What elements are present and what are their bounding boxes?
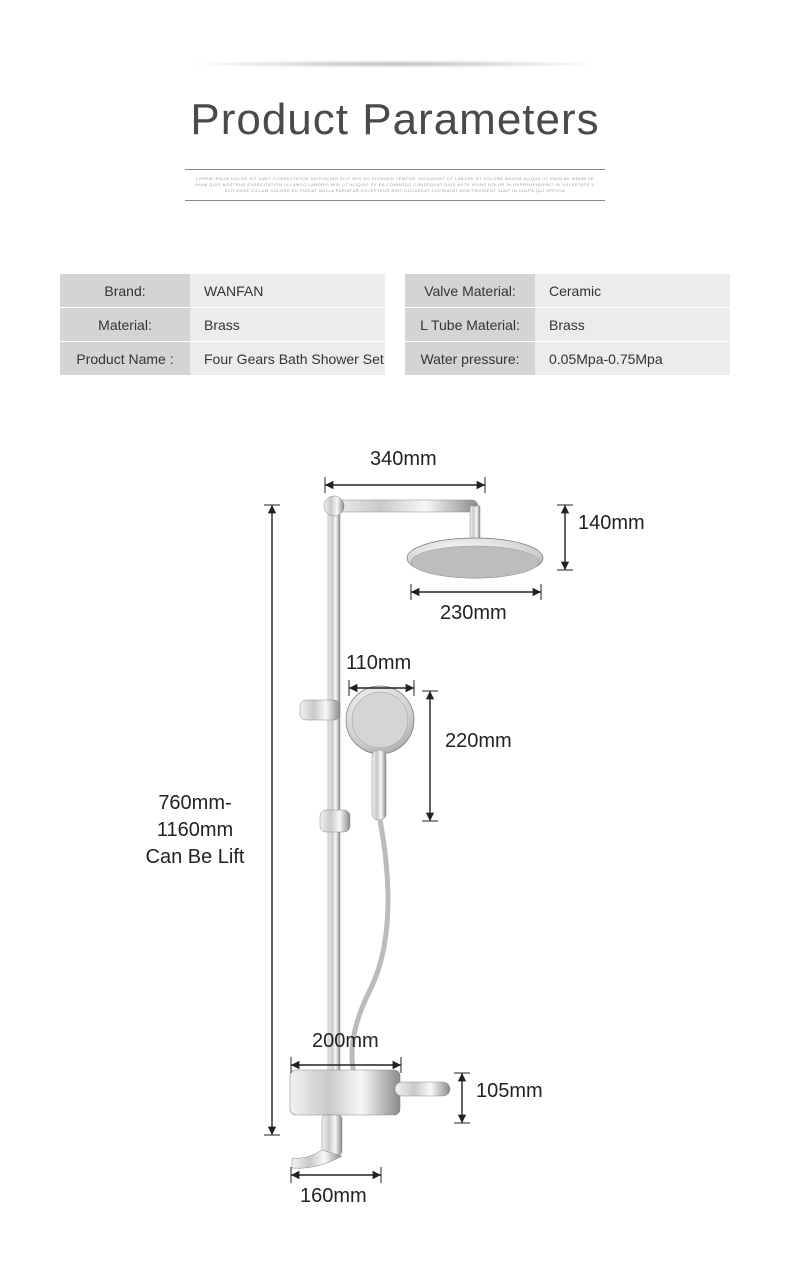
- dim-arrow-riser: [262, 500, 282, 1140]
- page-title: Product Parameters: [0, 95, 790, 145]
- dim-arrow-hand-width: [344, 678, 419, 698]
- dim-label-head-width: 230mm: [440, 602, 507, 625]
- subtitle-decor: LOREM IPSUM DOLOR SIT AMET CONSECTETUR A…: [185, 165, 605, 205]
- dim-arrow-top-arm: [320, 475, 490, 495]
- dim-label-valve-height: 105mm: [476, 1080, 543, 1103]
- product-diagram: 340mm 140mm 230mm 110mm 220mm 760mm- 116…: [0, 430, 790, 1250]
- dim-arrow-valve-height: [452, 1068, 472, 1128]
- param-value: Brass: [535, 308, 730, 341]
- dim-arrow-hand-height: [420, 686, 440, 826]
- dim-label-hand-width: 110mm: [346, 652, 411, 675]
- riser-range-text: 760mm- 1160mm: [140, 790, 250, 844]
- dim-label-spout-width: 160mm: [300, 1185, 367, 1208]
- dim-arrow-head-width: [406, 582, 546, 602]
- param-row: L Tube Material: Brass: [405, 308, 730, 342]
- decor-filler-text: LOREM IPSUM DOLOR SIT AMET CONSECTETUR A…: [185, 174, 605, 196]
- param-row: Water pressure: 0.05Mpa-0.75Mpa: [405, 342, 730, 376]
- param-value: Brass: [190, 308, 385, 341]
- param-label: L Tube Material:: [405, 308, 535, 341]
- param-row: Material: Brass: [60, 308, 385, 342]
- dim-label-riser: 760mm- 1160mm Can Be Lift: [140, 790, 250, 871]
- param-label: Product Name :: [60, 342, 190, 375]
- param-value: Four Gears Bath Shower Set: [190, 342, 385, 375]
- riser-note-text: Can Be Lift: [146, 846, 245, 868]
- dim-label-valve-width: 200mm: [312, 1030, 379, 1053]
- dim-arrow-spout-width: [286, 1165, 386, 1185]
- shower-illustration: [0, 430, 790, 1250]
- param-label: Material:: [60, 308, 190, 341]
- param-value: 0.05Mpa-0.75Mpa: [535, 342, 730, 375]
- dim-arrow-valve-width: [286, 1055, 406, 1075]
- dim-label-hand-height: 220mm: [445, 730, 512, 753]
- dim-label-top-arm: 340mm: [370, 448, 437, 471]
- param-label: Brand:: [60, 274, 190, 307]
- param-label: Water pressure:: [405, 342, 535, 375]
- param-value: WANFAN: [190, 274, 385, 307]
- header-shadow: [185, 60, 605, 68]
- params-right-col: Valve Material: Ceramic L Tube Material:…: [405, 274, 730, 376]
- param-row: Valve Material: Ceramic: [405, 274, 730, 308]
- param-row: Brand: WANFAN: [60, 274, 385, 308]
- param-value: Ceramic: [535, 274, 730, 307]
- parameters-table: Brand: WANFAN Material: Brass Product Na…: [60, 274, 730, 376]
- dim-label-head-height: 140mm: [578, 512, 645, 535]
- dim-arrow-head-height: [555, 500, 575, 575]
- params-left-col: Brand: WANFAN Material: Brass Product Na…: [60, 274, 385, 376]
- param-row: Product Name : Four Gears Bath Shower Se…: [60, 342, 385, 376]
- param-label: Valve Material:: [405, 274, 535, 307]
